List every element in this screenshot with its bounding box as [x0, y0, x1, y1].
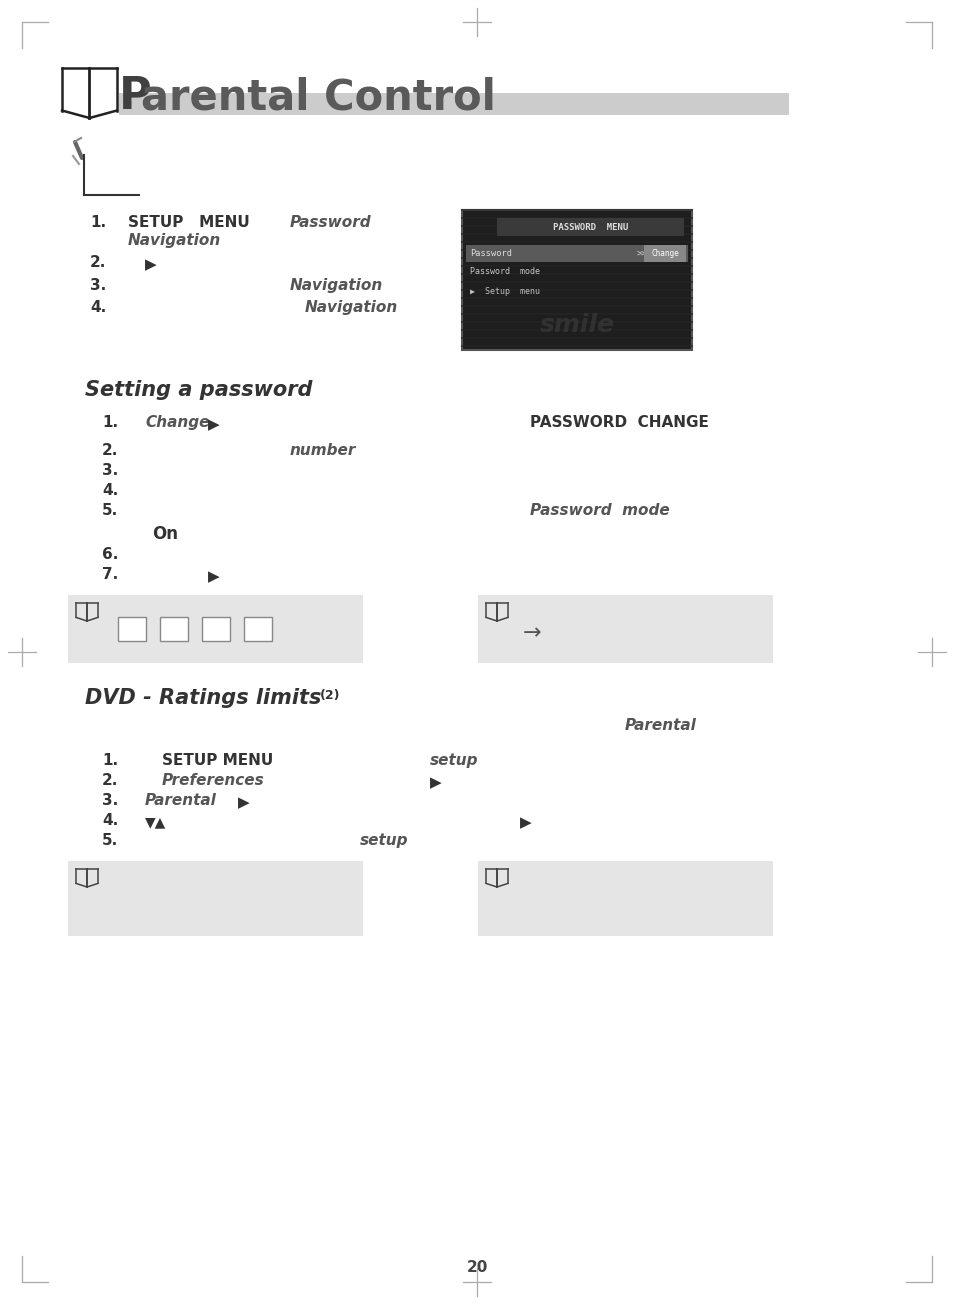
Text: Change: Change [651, 249, 679, 258]
Text: Navigation: Navigation [128, 233, 221, 248]
FancyBboxPatch shape [68, 595, 363, 662]
Text: 3.: 3. [102, 793, 118, 808]
Text: smile: smile [538, 313, 614, 336]
Text: 7.: 7. [102, 567, 118, 582]
Text: >>: >> [637, 249, 646, 258]
FancyBboxPatch shape [497, 218, 683, 236]
FancyBboxPatch shape [477, 861, 772, 936]
Text: →: → [522, 623, 541, 643]
Text: On: On [152, 526, 178, 542]
Text: P: P [119, 76, 152, 117]
Text: number: number [290, 443, 356, 458]
Text: 4.: 4. [90, 300, 106, 316]
Text: SETUP   MENU: SETUP MENU [128, 215, 250, 230]
Text: 5.: 5. [102, 833, 118, 848]
FancyBboxPatch shape [118, 617, 146, 642]
FancyBboxPatch shape [244, 617, 272, 642]
Text: Parental: Parental [624, 719, 696, 733]
Text: 1.: 1. [102, 415, 118, 430]
Text: 2.: 2. [90, 256, 107, 270]
Text: 20: 20 [466, 1261, 487, 1275]
Text: Preferences: Preferences [162, 773, 265, 788]
Text: ▶: ▶ [208, 417, 219, 432]
FancyBboxPatch shape [160, 617, 188, 642]
Text: SETUP MENU: SETUP MENU [162, 752, 273, 768]
Text: 2.: 2. [102, 773, 118, 788]
Text: ▶: ▶ [430, 775, 441, 790]
Text: arental Control: arental Control [141, 76, 496, 117]
FancyBboxPatch shape [202, 617, 230, 642]
Text: 6.: 6. [102, 546, 118, 562]
Text: PASSWORD  MENU: PASSWORD MENU [553, 223, 628, 232]
Text: ▶: ▶ [519, 815, 531, 831]
Text: DVD - Ratings limits: DVD - Ratings limits [85, 689, 321, 708]
Text: 3.: 3. [90, 278, 106, 293]
Text: Navigation: Navigation [290, 278, 383, 293]
FancyBboxPatch shape [643, 245, 685, 262]
Text: setup: setup [359, 833, 408, 848]
Text: Password: Password [470, 249, 512, 258]
Text: 4.: 4. [102, 812, 118, 828]
Text: 2.: 2. [102, 443, 118, 458]
Text: (2): (2) [319, 689, 340, 702]
Text: Setting a password: Setting a password [85, 379, 313, 400]
Text: PASSWORD  CHANGE: PASSWORD CHANGE [530, 415, 708, 430]
FancyBboxPatch shape [461, 210, 691, 349]
Text: ▶: ▶ [208, 569, 219, 584]
Text: 5.: 5. [102, 503, 118, 518]
Text: 1.: 1. [90, 215, 106, 230]
Text: Password  mode: Password mode [530, 503, 669, 518]
Text: Parental: Parental [145, 793, 216, 808]
Text: 4.: 4. [102, 482, 118, 498]
Text: 1.: 1. [102, 752, 118, 768]
Text: setup: setup [430, 752, 478, 768]
Text: ▼▲: ▼▲ [145, 815, 166, 829]
Text: Navigation: Navigation [305, 300, 397, 316]
Text: 3.: 3. [102, 463, 118, 479]
FancyBboxPatch shape [119, 93, 788, 115]
FancyBboxPatch shape [465, 245, 687, 262]
Text: ▶: ▶ [145, 257, 156, 273]
Text: ▶  Setup  menu: ▶ Setup menu [470, 287, 539, 296]
Text: ▶: ▶ [237, 795, 250, 810]
FancyBboxPatch shape [477, 595, 772, 662]
FancyBboxPatch shape [68, 861, 363, 936]
Text: Password: Password [290, 215, 372, 230]
Text: Password  mode: Password mode [470, 267, 539, 276]
Text: Change: Change [145, 415, 210, 430]
